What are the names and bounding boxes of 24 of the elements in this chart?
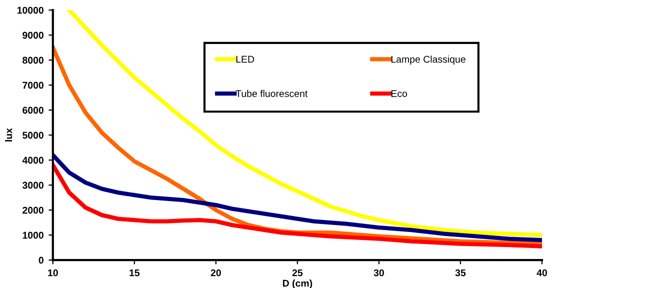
legend-label: LED [236, 56, 254, 63]
y-tick-label: 8000 [22, 56, 44, 64]
x-tick-label: 35 [455, 269, 466, 276]
line-series [52, 152, 542, 242]
y-tick-label: 7000 [22, 82, 44, 89]
x-tick-label: 30 [374, 269, 384, 276]
x-tick-label: 25 [292, 269, 303, 276]
x-tick-label: 20 [210, 269, 221, 276]
y-tick-label: 5000 [22, 132, 44, 139]
y-tick-label: 0 [38, 256, 44, 264]
line-series [67, 10, 542, 238]
y-tick-label: 6000 [22, 106, 44, 114]
y-axis-title: lux [4, 128, 12, 142]
line-series [52, 162, 542, 248]
y-tick-label: 3000 [22, 182, 44, 189]
y-tick-label: 9000 [22, 32, 44, 39]
legend-label: Lampe Classique [391, 56, 466, 65]
y-tick-label: 10000 [17, 6, 44, 14]
y-tick-label: 4000 [22, 156, 44, 164]
x-tick-label: 10 [48, 269, 58, 276]
x-tick-label: 40 [536, 269, 547, 276]
x-tick-label: 15 [130, 269, 140, 276]
y-tick-label: 1000 [22, 232, 44, 239]
y-tick-label: 2000 [22, 206, 44, 214]
